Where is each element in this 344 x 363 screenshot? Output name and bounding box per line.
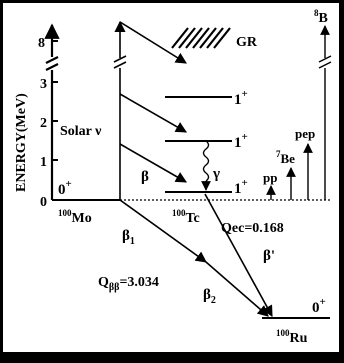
solar-source-be7: 7Be [276, 149, 295, 166]
beta2-label: β2 [203, 287, 216, 306]
qec-label: Qec=0.168 [221, 221, 284, 236]
qbb-label: Qββ=3.034 [98, 275, 159, 293]
level-1-spin: 1+ [234, 177, 248, 197]
mo-ground-spin: 0+ [58, 178, 72, 198]
mo-nucleus-label: 100Mo [58, 208, 92, 226]
ru-nucleus-label: 100Ru [276, 328, 308, 346]
axis-title: ENERGY(MeV) [14, 93, 29, 192]
solar-source-lines [266, 25, 332, 200]
axis-tick-label-0: 0 [40, 195, 47, 210]
arrow-to-level-2 [119, 93, 187, 133]
gamma-transition [202, 140, 210, 182]
beta-prime-label: β' [263, 248, 275, 264]
level-2-spin: 1+ [234, 131, 248, 151]
beta-label: β [141, 169, 149, 185]
axis-tick-label-2: 2 [40, 116, 47, 131]
arrow-to-gr [119, 21, 187, 64]
tc-nucleus-label: 100Tc [172, 208, 200, 226]
solar-source-pep: pep [295, 126, 315, 141]
ru-ground-spin: 0+ [312, 296, 326, 316]
solar-nu-label: Solar ν [60, 124, 102, 139]
solar-neutrino-arrow [113, 20, 127, 200]
arrow-to-level-1 [119, 143, 187, 183]
axis-tick-label-1: 1 [40, 155, 47, 170]
beta1-decay-arrow [119, 199, 207, 263]
solar-source-pp: pp [263, 170, 277, 185]
solar-source-b8: 8B [314, 8, 328, 26]
diagram-panel [3, 3, 339, 352]
beta2-decay-arrow [205, 261, 269, 317]
gr-hatch [171, 27, 231, 49]
beta-prime-decay-arrow [204, 193, 273, 317]
energy-axis [44, 23, 60, 200]
beta1-label: β1 [122, 228, 135, 247]
gamma-label: γ [212, 166, 220, 182]
axis-tick-label-8: 8 [38, 36, 45, 51]
axis-tick-label-3: 3 [40, 77, 47, 92]
gr-label: GR [236, 35, 258, 50]
level-3-spin: 1+ [234, 88, 248, 108]
